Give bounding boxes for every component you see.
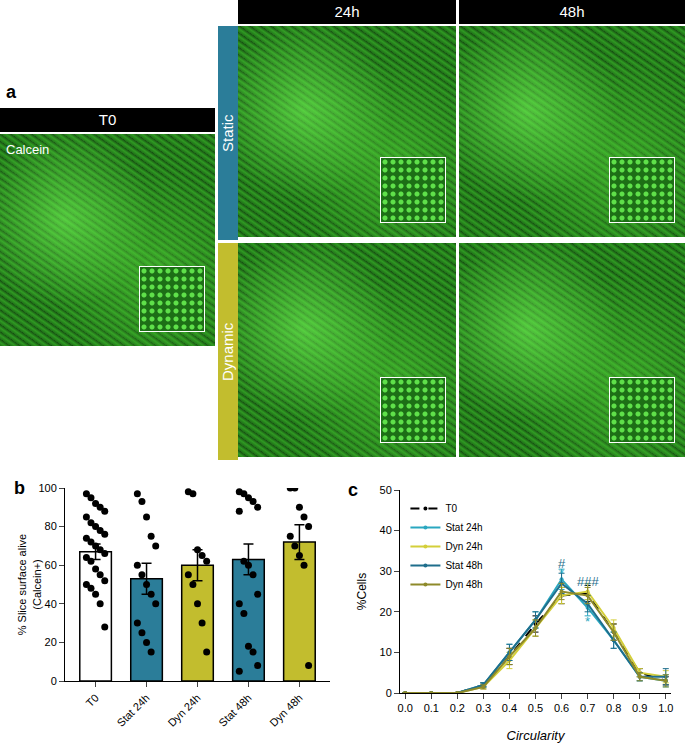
svg-text:Dyn 48h: Dyn 48h [267,692,304,729]
svg-text:*: * [559,566,564,581]
html-text:Dynamic: Dynamic [219,322,236,381]
svg-text:Stat 24h: Stat 24h [114,692,151,729]
svg-text:0.5: 0.5 [528,702,543,714]
svg-text:#: # [558,556,566,571]
svg-text:0.8: 0.8 [606,702,621,714]
html-text:Calcein: Calcein [6,142,50,157]
svg-text:*: * [585,614,590,629]
svg-text:20: 20 [380,606,392,618]
html-text:Static: Static [219,114,236,152]
svg-text:10: 10 [380,646,392,658]
svg-text:0.7: 0.7 [580,702,595,714]
svg-text:20: 20 [45,636,57,648]
svg-text:40: 40 [380,524,392,536]
svg-text:Dyn 24h: Dyn 24h [165,692,202,729]
svg-text:b: b [14,478,25,498]
svg-text:Circularity: Circularity [507,728,566,743]
svg-text:0.4: 0.4 [502,702,517,714]
svg-text:Dyn 48h: Dyn 48h [445,579,482,590]
svg-text:40: 40 [45,598,57,610]
html-text:24h: 24h [334,3,360,20]
svg-text:1.0: 1.0 [658,702,673,714]
svg-text:Dyn 24h: Dyn 24h [445,541,482,552]
svg-text:%Cells: %Cells [355,573,369,610]
svg-text:% Slice surface alive(Calcein+: % Slice surface alive(Calcein+) [16,534,42,636]
svg-text:Stat 24h: Stat 24h [445,522,482,533]
html-text:48h: 48h [559,3,585,20]
svg-text:100: 100 [38,482,56,494]
svg-text:0.3: 0.3 [476,702,491,714]
html-text:T0: T0 [98,111,117,128]
svg-text:0.2: 0.2 [450,702,465,714]
svg-text:80: 80 [45,520,57,532]
svg-text:T0: T0 [445,503,457,514]
svg-text:0.6: 0.6 [554,702,569,714]
html-text:a: a [6,82,16,102]
svg-text:0: 0 [51,675,57,687]
svg-text:50: 50 [380,484,392,496]
svg-text:30: 30 [380,565,392,577]
svg-text:T0: T0 [83,692,101,710]
svg-text:Stat 48h: Stat 48h [216,692,253,729]
svg-text:c: c [348,480,358,500]
svg-text:60: 60 [45,559,57,571]
svg-text:0.1: 0.1 [424,702,439,714]
svg-text:0: 0 [386,687,392,699]
svg-text:###: ### [577,574,599,589]
svg-text:0.9: 0.9 [632,702,647,714]
svg-text:0.0: 0.0 [398,702,413,714]
svg-text:Stat 48h: Stat 48h [445,560,482,571]
